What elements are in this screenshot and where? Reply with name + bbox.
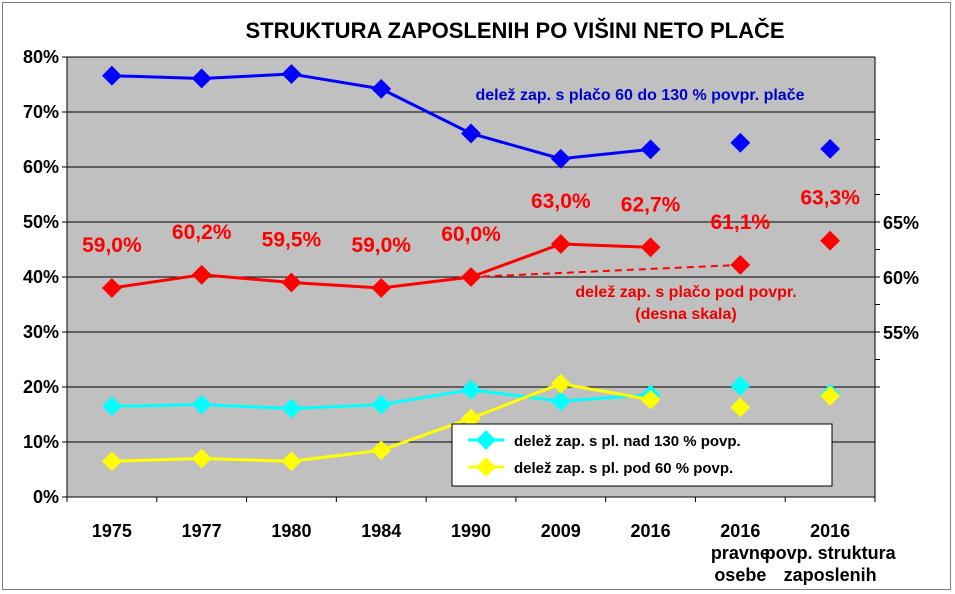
left-axis-tick-label: 10% (23, 432, 59, 452)
marker-series-1 (191, 264, 212, 285)
x-axis-category-label: osebe (714, 565, 766, 585)
left-axis-tick-label: 0% (33, 487, 59, 507)
x-axis-category-label: 1975 (92, 521, 132, 541)
legend-marker-above-130 (476, 430, 496, 450)
marker-series-2 (550, 391, 571, 412)
data-label: 63,3% (800, 187, 860, 210)
data-label: 59,0% (82, 234, 142, 257)
marker-series-3 (461, 408, 481, 429)
marker-series-3 (550, 373, 571, 394)
left-axis-tick-label: 60% (23, 157, 59, 177)
x-axis-category-label: 2016 (810, 521, 850, 541)
x-axis-category-label: 1980 (271, 521, 311, 541)
data-label: 63,0% (531, 190, 591, 213)
data-label: 62,7% (621, 193, 681, 216)
marker-series-2 (101, 396, 122, 417)
marker-series-1 (730, 255, 751, 275)
legend-box (451, 423, 833, 487)
marker-series-2 (730, 376, 751, 396)
x-axis-category-label: pravne (711, 543, 770, 563)
left-axis-tick-label: 80% (23, 47, 59, 67)
marker-series-3 (281, 451, 302, 472)
annotation-below-average-series-line1: delež zap. s plačo pod povpr. (575, 284, 796, 301)
x-axis-category-label: 1990 (451, 521, 491, 541)
left-axis-tick-label: 40% (23, 267, 59, 287)
marker-series-3 (730, 397, 751, 418)
marker-series-3 (101, 451, 122, 472)
marker-series-3 (191, 448, 212, 469)
legend: delež zap. s pl. nad 130 % povp. delež z… (451, 423, 833, 487)
data-label: 59,0% (351, 234, 411, 257)
x-axis-category-label: zaposlenih (784, 565, 877, 585)
left-axis-tick-label: 70% (23, 102, 59, 122)
marker-series-1 (461, 267, 481, 287)
x-axis-category-label: 2009 (541, 521, 581, 541)
marker-series-0 (101, 65, 122, 86)
marker-series-0 (191, 68, 212, 89)
right-axis-tick-label: 65% (883, 213, 919, 233)
data-label: 61,1% (711, 211, 771, 234)
left-axis-tick-label: 20% (23, 377, 59, 397)
marker-series-2 (371, 394, 392, 415)
x-axis-category-label: 1984 (361, 521, 401, 541)
dashed-connector-line (470, 263, 741, 278)
x-axis-category-label: povp. struktura (765, 543, 897, 563)
left-axis-tick-label: 50% (23, 212, 59, 232)
marker-series-3 (640, 389, 661, 410)
marker-series-0 (371, 79, 392, 99)
chart-title: STRUKTURA ZAPOSLENIH PO VIŠINI NETO PLAČ… (245, 18, 784, 43)
x-axis-category-label: 2016 (631, 521, 671, 541)
marker-series-2 (281, 398, 302, 419)
x-axis-category-label: 2016 (720, 521, 760, 541)
data-label: 60,0% (441, 223, 501, 246)
marker-series-2 (461, 379, 481, 400)
data-label: 60,2% (172, 221, 232, 244)
annotation-middle-wage-series: delež zap. s plačo 60 do 130 % povpr. pl… (475, 87, 804, 104)
legend-label-above-130: delež zap. s pl. nad 130 % povp. (514, 433, 741, 450)
legend-label-below-60: delež zap. s pl. pod 60 % povp. (514, 460, 733, 477)
marker-series-1 (371, 278, 392, 298)
annotation-below-average-series-line2: (desna skala) (635, 306, 736, 323)
marker-series-0 (281, 64, 302, 84)
axes: 0% 10% 20% 30% 40% 50% 60% 70% 80% 55% 60% 65% 1975 1… (23, 47, 919, 585)
marker-series-3 (820, 385, 841, 406)
marker-series-1 (281, 272, 302, 293)
data-labels: 59,0% 60,2% 59,5% 59,0% 60,0% 63,0% 62,7% 61,1%… (82, 187, 860, 257)
marker-series-2 (191, 394, 212, 415)
marker-series-1 (101, 278, 122, 298)
data-label: 59,5% (262, 229, 322, 252)
right-axis-tick-label: 55% (883, 323, 919, 343)
marker-series-0 (461, 123, 481, 144)
gridlines (67, 56, 875, 443)
annotations: delež zap. s plačo 60 do 130 % povpr. pl… (475, 87, 804, 323)
right-axis-tick-label: 60% (883, 268, 919, 288)
left-axis-tick-label: 30% (23, 322, 59, 342)
legend-marker-below-60 (476, 457, 496, 477)
x-axis-category-label: 1977 (182, 521, 222, 541)
marker-series-3 (371, 440, 392, 461)
